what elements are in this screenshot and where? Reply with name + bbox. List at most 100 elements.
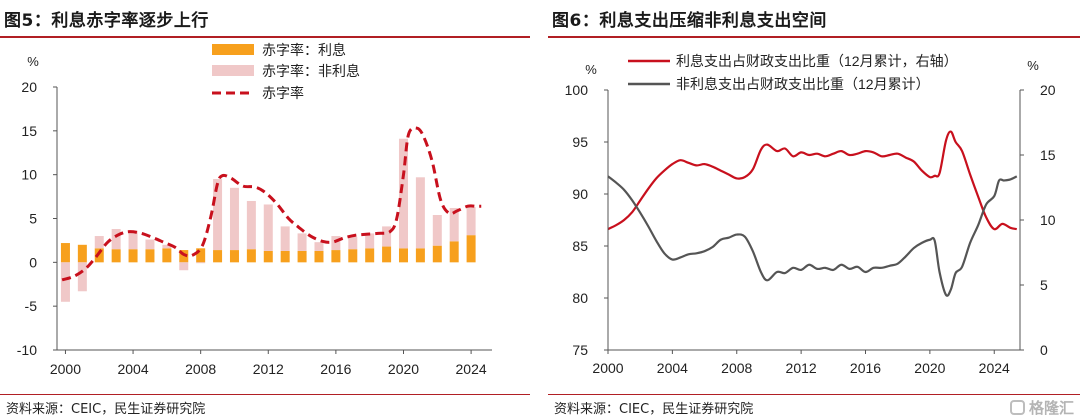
x-tick-label: 2004	[657, 360, 688, 376]
legend-label-non-interest-share: 非利息支出占财政支出比重（12月累计）	[676, 76, 930, 92]
bar-non-interest	[297, 233, 307, 251]
bar-interest	[179, 250, 189, 263]
y-axis-right-unit: %	[1027, 58, 1039, 73]
bar-interest	[331, 250, 341, 263]
bar-interest	[432, 245, 442, 263]
x-tick-label: 2008	[721, 360, 752, 376]
chart-expenditure-share: % % 75 80 85 90 95 100 0 5 10 15 20 2000 2004 2008 2012 2…	[565, 53, 1056, 376]
figure-6-title: 图6：利息支出压缩非利息支出空间	[552, 11, 827, 31]
bar-non-interest	[382, 226, 392, 247]
panel-left: 图5：利息赤字率逐步上行 % -10 -5 0 5 10 15 20 2000 2004 2008 2…	[0, 0, 530, 420]
bar-interest	[111, 249, 121, 263]
bar-non-interest	[162, 244, 172, 249]
bar-non-interest	[77, 262, 87, 292]
y-right-tick-label: 20	[1040, 82, 1056, 98]
bar-interest	[162, 248, 172, 263]
bar-interest	[77, 244, 87, 263]
x-tick-label: 2008	[185, 361, 216, 377]
bar-interest	[297, 250, 307, 263]
series-line-non-interest-share	[607, 175, 1018, 297]
bar-interest	[382, 246, 392, 263]
x-tick-label: 2000	[50, 361, 81, 377]
bar-non-interest	[365, 233, 375, 249]
x-tick-label: 2012	[253, 361, 284, 377]
y-tick-label: 10	[21, 167, 37, 183]
y-tick-label: 0	[29, 254, 37, 270]
source-note: 资料来源：CEIC，民生证券研究院	[6, 402, 206, 417]
x-tick-label: 2020	[388, 361, 419, 377]
bar-non-interest	[331, 236, 341, 251]
panel-right: 图6：利息支出压缩非利息支出空间 %% 75 80 85 90 95 100 0 5 10 15 20…	[548, 0, 1080, 420]
figure-5-title: 图5：利息赤字率逐步上行	[4, 11, 209, 31]
x-tick-label: 2024	[456, 361, 487, 377]
bar-non-interest	[128, 230, 138, 250]
source-rule	[0, 394, 530, 395]
x-tick-label: 2024	[979, 360, 1010, 376]
bar-non-interest	[398, 138, 408, 249]
bar-non-interest	[432, 214, 442, 246]
bar-non-interest	[94, 236, 104, 249]
watermark-text: 格隆汇	[1028, 398, 1074, 417]
x-tick-label: 2004	[117, 361, 148, 377]
y-tick-label: 15	[21, 123, 37, 139]
bar-non-interest	[415, 177, 425, 249]
x-tick-label: 2020	[914, 360, 945, 376]
legend-label-interest: 赤字率：利息	[262, 42, 346, 58]
legend-label-non-interest: 赤字率：非利息	[262, 63, 360, 79]
bar-non-interest	[348, 236, 358, 250]
y-tick-label: -5	[25, 298, 38, 314]
y-right-tick-label: 0	[1040, 342, 1048, 358]
source-note: 资料来源：CIEC，民生证券研究院	[554, 402, 754, 417]
bar-interest	[415, 248, 425, 263]
bar-non-interest	[280, 226, 290, 251]
bar-non-interest	[466, 207, 476, 236]
y-right-tick-label: 5	[1040, 277, 1048, 293]
bar-interest	[196, 248, 206, 263]
x-tick-label: 2012	[786, 360, 817, 376]
legend-swatch-interest	[212, 44, 254, 55]
y-right-tick-label: 15	[1040, 147, 1056, 163]
y-tick-label: 20	[21, 79, 37, 95]
y-axis-unit: %	[27, 54, 39, 69]
bar-non-interest	[196, 262, 206, 264]
y-left-tick-label: 80	[572, 290, 588, 306]
bar-interest	[145, 249, 155, 263]
bar-interest	[60, 243, 70, 263]
legend-label-deficit-rate: 赤字率	[262, 85, 304, 101]
legend-swatch-non-interest	[212, 65, 254, 76]
bar-non-interest	[229, 187, 239, 251]
x-tick-label: 2000	[592, 360, 623, 376]
series-line-deficit-rate	[61, 126, 482, 282]
title-rule	[0, 36, 530, 38]
bar-interest	[398, 248, 408, 263]
bar-non-interest	[246, 200, 256, 250]
chart-deficit-rate: % -10 -5 0 5 10 15 20 2000 2004 2008 2012 2016 2020 20…	[17, 42, 492, 377]
y-left-tick-label: 95	[572, 134, 588, 150]
y-left-tick-label: 100	[565, 82, 589, 98]
bar-interest	[365, 248, 375, 263]
y-tick-label: 5	[29, 211, 37, 227]
title-rule	[548, 36, 1080, 38]
bar-interest	[128, 249, 138, 263]
bar-non-interest	[145, 239, 155, 250]
x-tick-label: 2016	[850, 360, 881, 376]
bar-interest	[280, 250, 290, 263]
x-tick-label: 2016	[320, 361, 351, 377]
bar-interest	[94, 248, 104, 263]
bar-interest	[246, 249, 256, 263]
y-right-tick-label: 10	[1040, 212, 1056, 228]
bar-non-interest	[60, 262, 70, 302]
bar-interest	[229, 250, 239, 263]
y-left-tick-label: 90	[572, 186, 588, 202]
y-left-tick-label: 75	[572, 342, 588, 358]
bar-interest	[449, 241, 459, 263]
bar-non-interest	[179, 262, 189, 271]
bar-non-interest	[263, 204, 273, 251]
watermark: 格隆汇	[1009, 397, 1074, 417]
y-left-tick-label: 85	[572, 238, 588, 254]
source-rule	[548, 394, 1080, 395]
bar-non-interest	[314, 242, 324, 251]
legend-label-interest-share: 利息支出占财政支出比重（12月累计，右轴）	[676, 53, 958, 69]
bar-interest	[314, 250, 324, 263]
bar-non-interest	[111, 229, 121, 250]
